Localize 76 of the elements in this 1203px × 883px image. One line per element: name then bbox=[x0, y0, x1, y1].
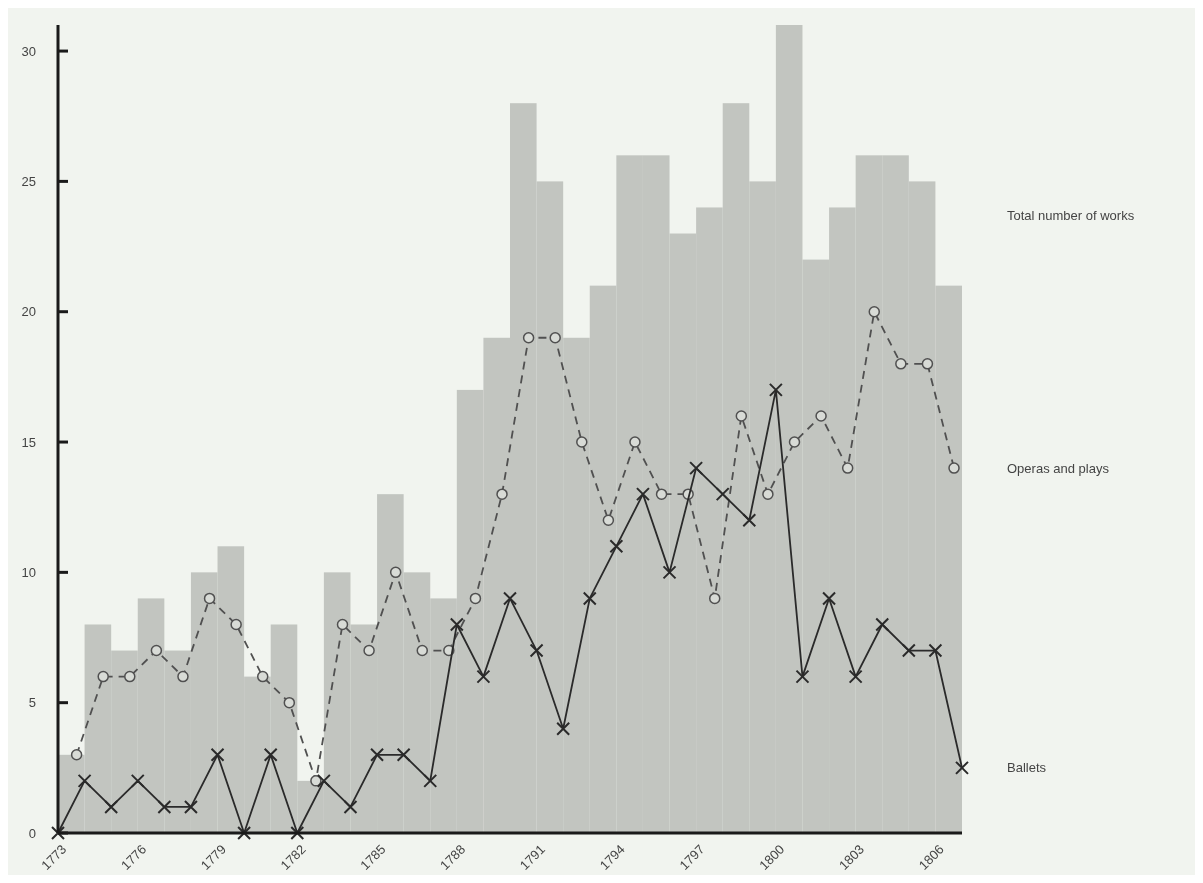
point bbox=[762, 488, 774, 500]
point bbox=[576, 436, 588, 448]
point bbox=[290, 826, 305, 840]
point bbox=[210, 747, 225, 762]
point bbox=[177, 670, 189, 683]
point bbox=[416, 644, 429, 657]
point bbox=[635, 487, 650, 502]
point bbox=[343, 799, 358, 814]
point bbox=[768, 382, 783, 397]
point bbox=[609, 539, 624, 554]
point bbox=[848, 669, 863, 684]
point bbox=[948, 462, 960, 474]
y-tick-label: 20 bbox=[21, 304, 36, 320]
point bbox=[708, 592, 721, 605]
point bbox=[875, 617, 890, 632]
point bbox=[150, 644, 163, 657]
point bbox=[316, 773, 331, 788]
point bbox=[795, 669, 810, 684]
point bbox=[130, 773, 145, 788]
point bbox=[389, 566, 402, 579]
point bbox=[70, 749, 83, 761]
point bbox=[655, 488, 668, 500]
text: Total number of works bbox=[1007, 207, 1135, 223]
point bbox=[841, 462, 854, 474]
point bbox=[203, 592, 216, 605]
point bbox=[556, 721, 571, 736]
point bbox=[256, 670, 269, 683]
point bbox=[901, 643, 916, 658]
point bbox=[449, 617, 464, 632]
point bbox=[469, 592, 482, 605]
point bbox=[868, 305, 881, 318]
point bbox=[662, 565, 677, 580]
point bbox=[77, 773, 92, 788]
point bbox=[396, 747, 411, 762]
point bbox=[97, 670, 109, 683]
point bbox=[602, 514, 615, 526]
point bbox=[522, 332, 535, 344]
point bbox=[336, 618, 349, 631]
y-tick-label: 0 bbox=[28, 825, 36, 841]
text: Ballets bbox=[1007, 760, 1047, 776]
point bbox=[263, 747, 278, 762]
point bbox=[582, 591, 597, 606]
point bbox=[230, 618, 242, 631]
point bbox=[157, 799, 172, 814]
point bbox=[928, 643, 943, 658]
point bbox=[496, 488, 508, 500]
y-tick-label: 10 bbox=[21, 564, 36, 580]
point bbox=[237, 826, 252, 840]
point bbox=[363, 644, 375, 657]
point bbox=[370, 747, 385, 762]
point bbox=[423, 773, 438, 788]
point bbox=[283, 696, 296, 709]
point bbox=[549, 332, 561, 344]
point bbox=[715, 487, 730, 502]
point bbox=[895, 358, 907, 370]
point bbox=[529, 643, 544, 658]
y-tick-label: 30 bbox=[21, 43, 36, 59]
point bbox=[689, 461, 704, 476]
text: Operas and plays bbox=[1007, 460, 1110, 476]
point bbox=[104, 799, 119, 814]
point bbox=[310, 775, 322, 787]
point bbox=[742, 513, 757, 528]
y-tick-label: 5 bbox=[28, 695, 36, 711]
y-tick-label: 15 bbox=[21, 434, 36, 450]
point bbox=[955, 760, 969, 775]
point bbox=[735, 410, 748, 422]
point bbox=[815, 410, 827, 422]
point bbox=[183, 799, 198, 814]
point bbox=[124, 670, 136, 683]
point bbox=[476, 669, 491, 684]
point bbox=[921, 358, 934, 370]
point bbox=[822, 591, 837, 606]
point bbox=[788, 436, 801, 448]
point bbox=[629, 436, 641, 448]
y-tick-label: 25 bbox=[21, 173, 36, 189]
point bbox=[503, 591, 517, 606]
